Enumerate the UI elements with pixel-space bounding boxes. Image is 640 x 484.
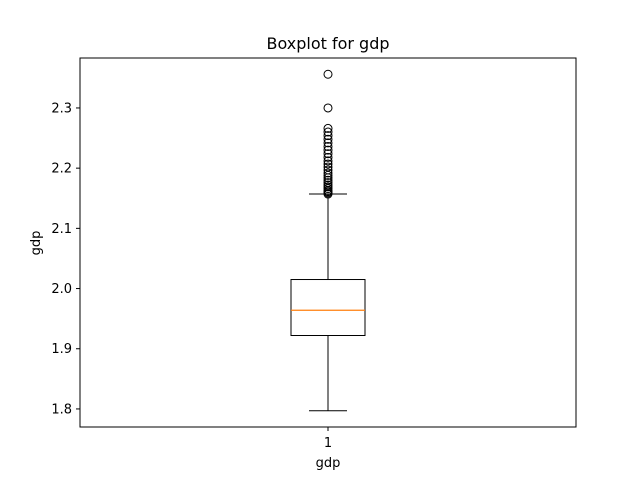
- outlier-point: [323, 103, 333, 113]
- outlier-point: [323, 138, 333, 148]
- outlier-point: [323, 123, 333, 133]
- outlier-point: [323, 159, 333, 169]
- plot-area: 1.8 1.9 2.0 2.1 2.2 2.3 1: [51, 69, 366, 451]
- iqr-box: [290, 279, 366, 337]
- x-tick-label: 1: [324, 436, 332, 451]
- outlier-point: [323, 162, 333, 172]
- y-tick-label: 2.2: [51, 162, 72, 177]
- y-tick-label: 1.8: [51, 402, 72, 417]
- y-tick-label: 2.3: [51, 101, 72, 116]
- y-axis-label: gdp: [29, 231, 44, 256]
- outlier-point: [323, 152, 333, 162]
- outlier-point: [323, 127, 333, 137]
- y-tick-label: 2.0: [51, 282, 72, 297]
- outlier-point: [323, 168, 333, 178]
- outlier-point: [323, 69, 333, 79]
- outlier-point: [323, 156, 333, 166]
- outlier-point: [323, 165, 333, 175]
- y-tick-label: 1.9: [51, 342, 72, 357]
- y-tick-label: 2.1: [51, 222, 72, 237]
- outlier-point: [323, 180, 333, 190]
- outlier-point: [323, 134, 333, 144]
- outlier-point: [323, 175, 333, 185]
- outlier-point: [323, 131, 333, 141]
- outlier-point: [323, 149, 333, 159]
- chart-title: Boxplot for gdp: [266, 34, 389, 53]
- x-axis-label: gdp: [316, 456, 341, 471]
- outlier-point: [323, 178, 333, 188]
- outlier-point: [323, 141, 333, 151]
- axes-frame: [79, 57, 577, 428]
- outlier-point: [323, 145, 333, 155]
